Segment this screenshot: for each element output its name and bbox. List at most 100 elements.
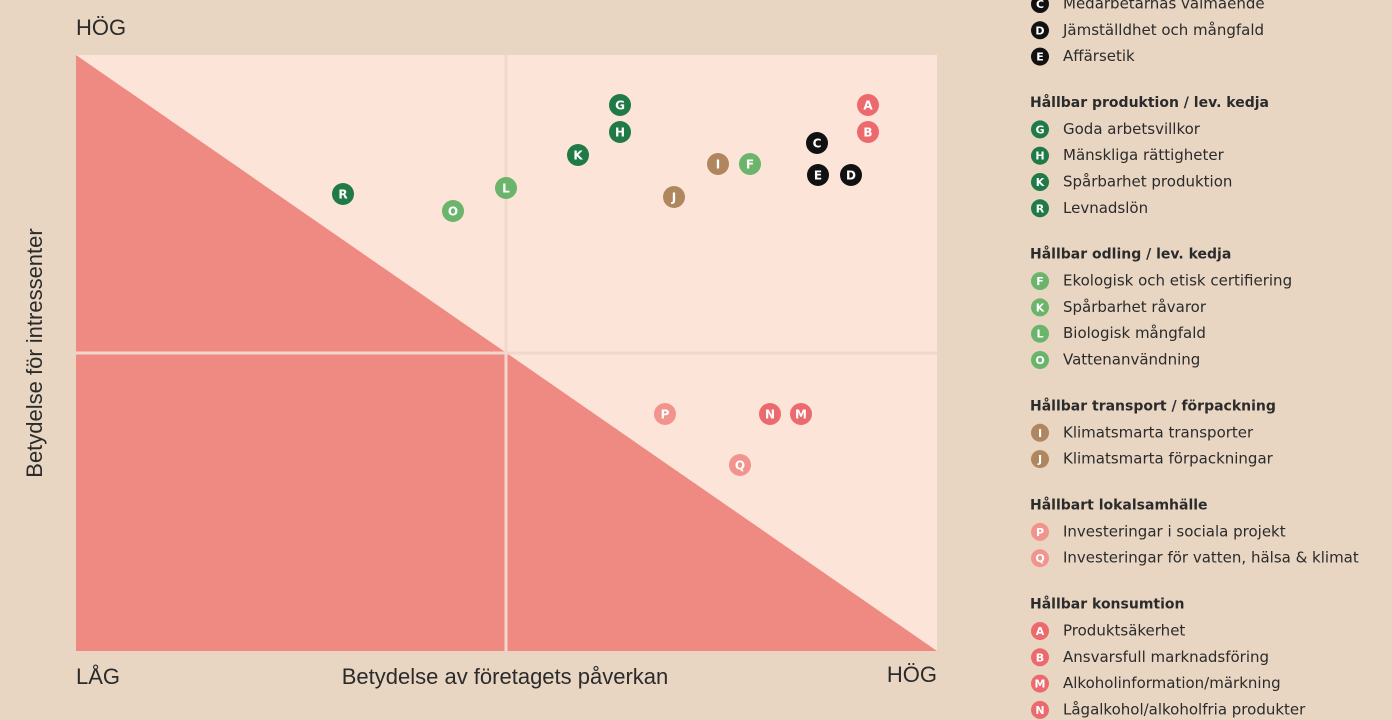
point [332, 183, 354, 205]
legend-label: Ansvarsfull marknadsföring [1063, 648, 1269, 666]
legend-label: Ekologisk och etisk certifiering [1063, 272, 1292, 290]
legend-label: Biologisk mångfald [1063, 324, 1206, 342]
legend-label: Klimatsmarta transporter [1063, 423, 1254, 441]
legend-letter: D [1035, 24, 1044, 37]
legend-header: Hållbar produktion / lev. kedja [1030, 94, 1269, 111]
point [807, 164, 829, 186]
legend-label: Lågalkohol/alkoholfria produkter [1063, 700, 1306, 718]
point [739, 153, 761, 175]
point-letter: I [716, 158, 720, 172]
point-letter: L [502, 182, 510, 196]
legend-dot [1031, 351, 1049, 369]
point-letter: B [863, 126, 872, 140]
legend-header: Hållbart lokalsamhälle [1030, 496, 1208, 513]
legend-dot [1031, 0, 1049, 13]
point [442, 200, 464, 222]
point-letter: A [863, 99, 873, 113]
legend-letter: A [1036, 625, 1045, 638]
legend-dot [1031, 549, 1049, 568]
point [663, 186, 685, 208]
point [857, 121, 879, 143]
point [840, 164, 862, 186]
point [609, 121, 631, 143]
legend-letter: M [1035, 678, 1046, 691]
legend-label: Investeringar för vatten, hälsa & klimat [1063, 549, 1359, 567]
point-letter: R [338, 188, 347, 202]
legend-label: Affärsetik [1063, 47, 1135, 65]
legend-letter: C [1036, 0, 1044, 11]
point [806, 132, 828, 154]
point-letter: J [671, 191, 676, 205]
point [567, 144, 589, 166]
legend-dot [1031, 47, 1049, 66]
point-letter: F [746, 158, 754, 172]
x-axis-label: Betydelse av företagets påverkan [342, 664, 669, 689]
legend-dot [1031, 120, 1049, 139]
point [609, 94, 631, 116]
legend-label: Vattenanvändning [1063, 351, 1200, 369]
high-label: HÖG [887, 662, 937, 687]
legend-dot [1031, 324, 1049, 343]
legend-label: Spårbarhet råvaror [1063, 298, 1207, 316]
legend-letter: K [1036, 301, 1045, 314]
point-letter: M [795, 408, 807, 422]
point-letter: Q [735, 459, 745, 473]
legend-dot [1031, 298, 1049, 317]
top-label: HÖG [76, 15, 126, 40]
legend-header: Hållbar odling / lev. kedja [1030, 246, 1231, 263]
legend-dot [1031, 648, 1049, 667]
legend-dot [1031, 522, 1049, 541]
point [759, 403, 781, 425]
point-letter: N [765, 408, 775, 422]
legend-dot [1031, 272, 1049, 291]
point [707, 153, 729, 175]
legend-dot [1031, 450, 1049, 469]
point-letter: G [615, 99, 625, 113]
legend-label: Spårbarhet produktion [1063, 173, 1232, 191]
legend-dot [1031, 423, 1049, 442]
legend-letter: L [1036, 328, 1043, 341]
point-letter: C [813, 137, 822, 151]
legend-letter: H [1035, 150, 1044, 163]
legend-letter: E [1036, 51, 1044, 64]
legend-label: Mänskliga rättigheter [1063, 146, 1225, 164]
point [857, 94, 879, 116]
legend-label: Investeringar i sociala projekt [1063, 522, 1286, 540]
legend-letter: O [1035, 354, 1044, 367]
legend-letter: B [1036, 651, 1044, 664]
legend-label: Klimatsmarta förpackningar [1063, 450, 1274, 468]
legend-dot [1031, 173, 1049, 191]
point-letter: O [448, 205, 458, 219]
legend-letter: J [1037, 453, 1042, 466]
point-letter: K [573, 149, 583, 163]
legend-letter: Q [1035, 552, 1044, 565]
legend-label: Jämställdhet och mångfald [1062, 21, 1264, 39]
legend-dot [1031, 700, 1049, 719]
legend-dot [1031, 146, 1049, 165]
legend-letter: P [1036, 526, 1044, 539]
legend-header: Hållbar transport / förpackning [1030, 397, 1276, 414]
legend-label: Alkoholinformation/märkning [1063, 674, 1281, 692]
legend-letter: I [1038, 427, 1042, 440]
legend-label: Medarbetarnas välmående [1063, 0, 1265, 13]
legend-label: Levnadslön [1063, 199, 1148, 217]
point [729, 454, 751, 476]
legend-letter: K [1036, 176, 1045, 189]
point [654, 403, 676, 425]
legend-letter: G [1035, 123, 1044, 136]
legend-label: Goda arbetsvillkor [1063, 120, 1201, 138]
point-letter: H [615, 126, 625, 140]
legend-dot [1031, 199, 1049, 218]
legend-dot [1031, 622, 1049, 640]
legend-dot [1031, 21, 1049, 40]
point-letter: P [661, 408, 670, 422]
low-label: LÅG [76, 664, 120, 689]
point [790, 403, 812, 425]
y-axis-label: Betydelse för intressenter [22, 228, 47, 477]
legend-letter: N [1035, 704, 1044, 717]
point-letter: E [814, 169, 822, 183]
point-letter: D [846, 169, 856, 183]
legend-letter: F [1036, 275, 1044, 288]
legend-letter: R [1036, 202, 1045, 215]
